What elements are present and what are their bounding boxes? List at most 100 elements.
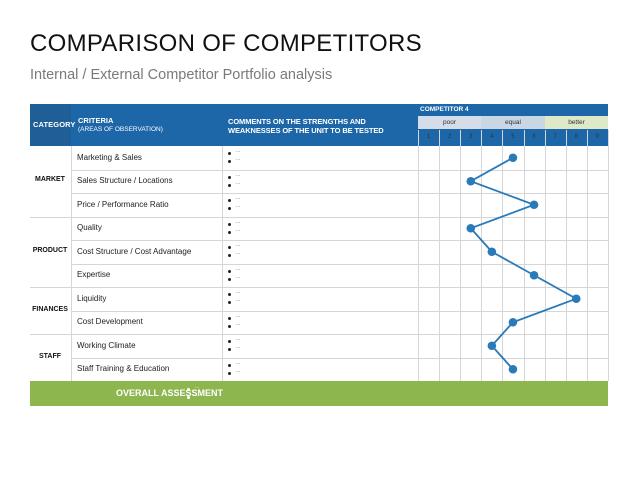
bullet-icon bbox=[228, 277, 231, 281]
bullet-icon bbox=[228, 324, 231, 328]
page-title: COMPARISON OF COMPETITORS bbox=[30, 30, 422, 57]
table-row: Expertise...... bbox=[71, 264, 608, 288]
bullet-icon bbox=[228, 269, 231, 273]
bullet-text: ... bbox=[236, 359, 241, 366]
grid-line bbox=[502, 130, 504, 381]
bullet-icon bbox=[228, 301, 231, 304]
bullet-icon bbox=[228, 254, 231, 257]
header-category-label: CATEGORY bbox=[33, 120, 76, 129]
header-category-cell: CATEGORY bbox=[30, 104, 75, 146]
bullet-icon bbox=[228, 348, 231, 351]
bullet-icon bbox=[228, 160, 231, 163]
bullet-text: ... bbox=[236, 297, 241, 303]
overall-assessment-label: OVERALL ASSESSMENT bbox=[116, 388, 224, 398]
criterion-label: Marketing & Sales bbox=[77, 152, 142, 162]
bullet-text: ... bbox=[236, 242, 241, 248]
bullet-icon bbox=[228, 316, 231, 320]
rating-point bbox=[487, 247, 497, 257]
bullet-icon bbox=[228, 340, 231, 343]
bullet-icon bbox=[228, 207, 231, 210]
rating-line bbox=[468, 156, 579, 370]
scale-number: 4 bbox=[490, 134, 494, 140]
rating-point bbox=[571, 294, 581, 304]
table-row: Cost Structure / Cost Advantage...... bbox=[71, 240, 608, 265]
bullet-text: ... bbox=[236, 218, 241, 225]
header-comments-line1: COMMENTS ON THE STRENGTHS AND bbox=[228, 117, 366, 126]
criterion-label: Sales Structure / Locations bbox=[77, 176, 173, 186]
bullet-text: ... bbox=[236, 312, 241, 319]
criterion-label: Cost Development bbox=[77, 317, 143, 327]
scale-equal: equal bbox=[481, 116, 545, 129]
page-subtitle: Internal / External Competitor Portfolio… bbox=[30, 67, 333, 83]
bullet-text: ... bbox=[236, 265, 241, 272]
category-label: PRODUCT bbox=[32, 246, 68, 254]
bullet-text: ... bbox=[236, 148, 241, 154]
bullet-icon bbox=[187, 388, 190, 391]
grid-line bbox=[544, 130, 546, 381]
bullet-icon bbox=[228, 222, 231, 226]
header-competitor-label: COMPETITOR 4 bbox=[420, 106, 469, 113]
bullet-text: ... bbox=[236, 171, 241, 178]
grid-line bbox=[481, 130, 483, 381]
table-row: Working Climate...... bbox=[71, 334, 608, 359]
scale-number: 3 bbox=[469, 134, 473, 140]
bullet-icon bbox=[187, 396, 190, 399]
table-row: Quality...... bbox=[71, 217, 608, 241]
bullet-text: ... bbox=[236, 250, 241, 256]
bullet-icon bbox=[228, 183, 231, 187]
bullet-icon bbox=[228, 152, 231, 155]
scale-number: 1 bbox=[426, 134, 431, 140]
header-criteria-subtitle: (AREAS OF OBSERVATION) bbox=[78, 126, 163, 133]
bullet-text: ... bbox=[195, 392, 200, 398]
bullet-text: ... bbox=[236, 179, 241, 186]
scale-better: better bbox=[545, 116, 608, 129]
rating-point bbox=[487, 341, 497, 351]
bullet-icon bbox=[228, 199, 231, 202]
bullet-text: ... bbox=[236, 273, 241, 280]
header-criteria-title: CRITERIA bbox=[78, 116, 114, 125]
bullet-icon bbox=[228, 246, 231, 249]
grid-line bbox=[523, 130, 525, 381]
bullet-text: ... bbox=[195, 384, 200, 390]
bullet-icon bbox=[228, 363, 231, 367]
scale-number: 9 bbox=[595, 134, 600, 140]
table-row: Liquidity...... bbox=[71, 287, 608, 312]
scale-number: 8 bbox=[574, 134, 578, 140]
grid-line bbox=[565, 130, 567, 381]
bullet-text: ... bbox=[236, 320, 241, 327]
header-comments-line2: WEAKNESSES OF THE UNIT TO BE TESTED bbox=[228, 126, 384, 135]
bullet-text: ... bbox=[236, 367, 241, 374]
category-label: FINANCES bbox=[32, 305, 68, 313]
category-label: MARKET bbox=[35, 176, 65, 184]
scale-number: 2 bbox=[447, 134, 452, 140]
bullet-icon bbox=[228, 175, 231, 179]
table-row: Cost Development...... bbox=[71, 311, 608, 335]
bullet-icon bbox=[228, 293, 231, 296]
category-label: STAFF bbox=[38, 352, 62, 360]
rating-point bbox=[508, 153, 518, 163]
rating-point bbox=[508, 364, 518, 374]
rating-point bbox=[466, 223, 476, 233]
table-row: Price / Performance Ratio...... bbox=[71, 193, 608, 218]
scale-poor: poor bbox=[418, 116, 481, 129]
category-group bbox=[30, 217, 71, 288]
criterion-label: Liquidity bbox=[77, 293, 107, 303]
bullet-icon bbox=[228, 230, 231, 234]
grid-line bbox=[439, 130, 441, 381]
table-row: Marketing & Sales...... bbox=[71, 146, 608, 171]
rating-point bbox=[529, 200, 539, 210]
bullet-text: ... bbox=[236, 344, 241, 350]
bullet-text: ... bbox=[236, 156, 241, 162]
table-header: CATEGORY CRITERIA (AREAS OF OBSERVATION)… bbox=[30, 104, 608, 146]
rating-point bbox=[466, 176, 476, 186]
scale-number: 7 bbox=[553, 134, 557, 140]
criterion-label: Price / Performance Ratio bbox=[77, 199, 169, 209]
category-group bbox=[30, 146, 71, 218]
bullet-text: ... bbox=[236, 336, 241, 342]
grid-line bbox=[418, 130, 419, 381]
table-row: Sales Structure / Locations...... bbox=[71, 170, 608, 194]
grid-line bbox=[460, 130, 462, 381]
overall-assessment-row: OVERALL ASSESSMENT ... ... bbox=[30, 381, 608, 406]
grid-line bbox=[71, 146, 72, 381]
